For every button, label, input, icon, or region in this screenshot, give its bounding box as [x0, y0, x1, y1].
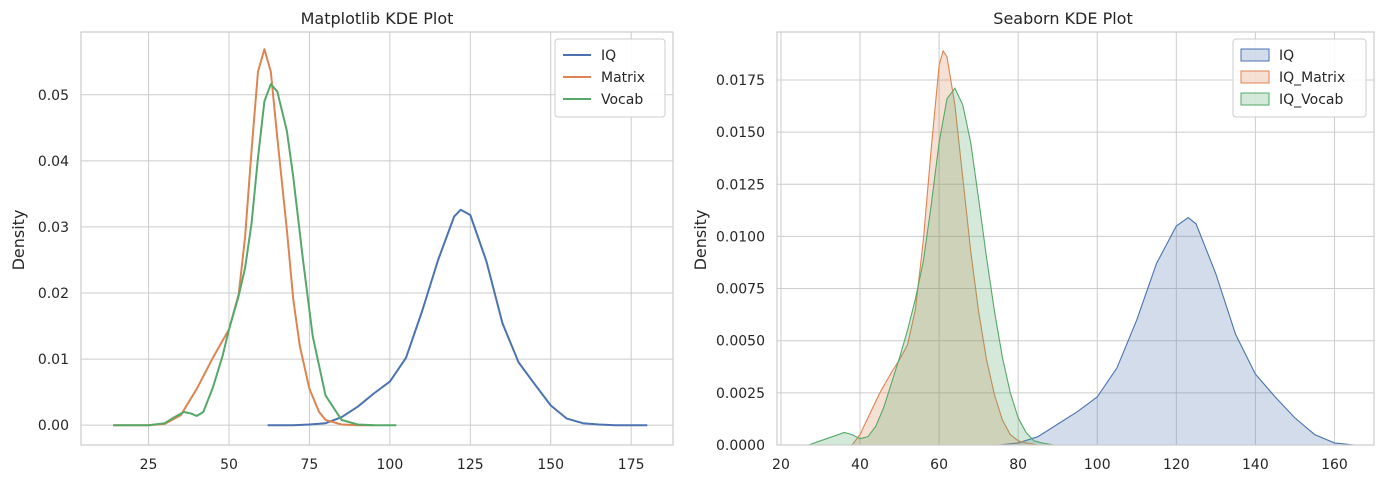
x-tick-label: 150	[537, 457, 564, 473]
y-tick-label: 0.04	[38, 154, 69, 170]
x-tick-label: 75	[301, 457, 319, 473]
legend-label: IQ	[1279, 48, 1294, 64]
legend-label: IQ_Matrix	[1279, 70, 1345, 86]
y-tick-label: 0.0025	[716, 386, 765, 402]
tick-labels: 25 50 75 100 125 150 175 0.00 0.01 0.02 0.03 0.04 0.…	[38, 88, 645, 473]
x-tick-label: 40	[851, 457, 869, 473]
y-tick-label: 0.03	[38, 220, 69, 236]
series-iq-area	[998, 216, 1367, 446]
x-tick-label: 50	[220, 457, 238, 473]
legend: IQ Matrix Vocab	[554, 38, 666, 118]
x-tick-label: 120	[1163, 457, 1190, 473]
seaborn-kde-chart: Seaborn KDE Plot Density 20 40 60 80 100 120 1…	[691, 9, 1375, 473]
y-tick-label: 0.00	[38, 418, 69, 434]
series-matrix-line	[113, 48, 374, 427]
series-layer	[808, 49, 1367, 446]
y-tick-label: 0.02	[38, 286, 69, 302]
y-tick-label: 0.0000	[716, 438, 765, 454]
series-layer	[113, 48, 648, 427]
chart-title: Seaborn KDE Plot	[993, 9, 1132, 28]
legend-label: Matrix	[601, 70, 645, 86]
legend-label: Vocab	[601, 92, 643, 108]
legend-swatch	[1240, 48, 1270, 62]
x-tick-label: 60	[930, 457, 948, 473]
series-iq-matrix-area	[850, 49, 1050, 446]
legend-box	[1232, 38, 1367, 118]
x-tick-label: 140	[1242, 457, 1269, 473]
x-tick-label: 80	[1009, 457, 1027, 473]
plot-frame	[80, 31, 674, 446]
y-tick-label: 0.0125	[716, 177, 765, 193]
legend-swatch	[1240, 70, 1270, 84]
matplotlib-kde-chart: Matplotlib KDE Plot Density 25 50 75 100 125…	[9, 9, 674, 473]
chart-title: Matplotlib KDE Plot	[301, 9, 454, 28]
legend: IQ IQ_Matrix IQ_Vocab	[1232, 38, 1367, 118]
y-tick-label: 0.05	[38, 88, 69, 104]
x-tick-label: 100	[377, 457, 404, 473]
legend-swatch	[1240, 92, 1270, 106]
y-tick-label: 0.0150	[716, 125, 765, 141]
series-iq-vocab-area	[808, 87, 1054, 446]
legend-label: IQ_Vocab	[1279, 92, 1343, 108]
y-axis-title: Density	[9, 210, 28, 271]
x-tick-label: 125	[457, 457, 484, 473]
y-tick-label: 0.0050	[716, 334, 765, 350]
legend-label: IQ	[601, 48, 616, 64]
plot-frame	[776, 31, 1375, 446]
x-tick-label: 175	[618, 457, 645, 473]
x-tick-label: 25	[140, 457, 158, 473]
x-tick-label: 20	[772, 457, 790, 473]
x-tick-label: 100	[1084, 457, 1111, 473]
y-tick-label: 0.0075	[716, 282, 765, 298]
legend-box	[554, 38, 666, 118]
y-tick-label: 0.01	[38, 352, 69, 368]
y-axis-title: Density	[691, 210, 710, 271]
tick-labels: 20 40 60 80 100 120 140 160 0.0000 0.0025 0.0050 0.…	[716, 73, 1348, 473]
y-tick-label: 0.0175	[716, 73, 765, 89]
y-tick-label: 0.0100	[716, 229, 765, 245]
x-tick-label: 160	[1321, 457, 1348, 473]
series-vocab-line	[113, 83, 397, 427]
series-iq-line	[267, 208, 648, 427]
